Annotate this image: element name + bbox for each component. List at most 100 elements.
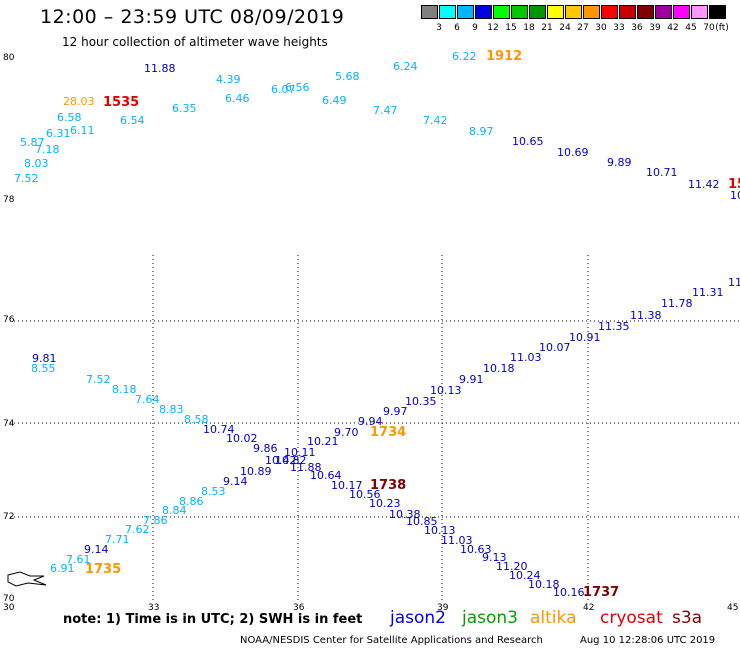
wave-height-value: 6.11 (70, 124, 95, 137)
wave-height-value: 6.49 (322, 94, 347, 107)
latitude-label: 76 (3, 315, 15, 325)
legend-jason3: jason3 (462, 608, 518, 628)
longitude-label: 30 (3, 603, 15, 613)
wave-height-value: 7.52 (14, 172, 39, 185)
pass-time-label: 1735 (85, 562, 121, 577)
wave-height-value: 5.68 (335, 70, 360, 83)
pass-time-label: 15 (728, 177, 740, 192)
wave-height-value: 8.18 (112, 383, 137, 396)
wave-height-value: 8.83 (159, 403, 184, 416)
wave-height-value: 10.91 (569, 331, 601, 344)
wave-height-value: 9.86 (253, 442, 278, 455)
wave-height-value: 10.23 (369, 497, 401, 510)
legend-swatch-label: 36 (631, 23, 643, 33)
wave-height-value: 7.42 (423, 114, 448, 127)
legend-swatch (529, 5, 546, 19)
legend-swatch-label: 24 (559, 23, 571, 33)
wave-height-value: 11.03 (510, 351, 542, 364)
legend-swatch-label: 6 (454, 23, 460, 33)
legend-s3a: s3a (672, 608, 703, 628)
legend-swatch (565, 5, 582, 19)
legend-swatch (475, 5, 492, 19)
wave-height-value: 7.61 (66, 553, 91, 566)
wave-height-value: 10.56 (349, 488, 381, 501)
wave-height-value: 7.62 (125, 523, 150, 536)
wave-height-value: 7.71 (105, 533, 130, 546)
legend-swatch-label: 45 (685, 23, 697, 33)
wave-height-value: 10.82 (275, 454, 307, 467)
wave-height-value: 10 (730, 189, 740, 202)
legend-swatch-label: 15 (505, 23, 517, 33)
legend-swatch-label: 33 (613, 23, 625, 33)
wave-height-value: 10.42 (265, 454, 297, 467)
wave-height-value: 11.03 (441, 534, 473, 547)
legend-swatch (421, 5, 438, 19)
wave-height-value: 9.81 (32, 352, 57, 365)
legend-swatch (601, 5, 618, 19)
legend-altika: altika (530, 608, 577, 628)
wave-height-value: 28.03 (63, 95, 95, 108)
legend-jason2: jason2 (390, 608, 446, 628)
latitude-label: 78 (3, 195, 15, 205)
legend-swatch (493, 5, 510, 19)
credit-line: NOAA/NESDIS Center for Satellite Applica… (240, 635, 543, 646)
wave-height-value: 11.78 (661, 297, 693, 310)
wave-height-value: 7.47 (373, 104, 398, 117)
wave-height-value: 8.55 (31, 362, 56, 375)
wave-height-value: 10.07 (539, 341, 571, 354)
legend-swatch (709, 5, 726, 19)
wave-height-value: 10.63 (460, 543, 492, 556)
wave-height-value: 9.14 (84, 543, 109, 556)
legend-swatch-label: 18 (523, 23, 535, 33)
footnote: note: 1) Time is in UTC; 2) SWH is in fe… (63, 612, 363, 627)
wave-height-value: 7.18 (35, 143, 60, 156)
wave-height-value: 10.18 (528, 578, 560, 591)
wave-height-value: 11.31 (692, 286, 724, 299)
latitude-label: 70 (3, 594, 15, 604)
wave-height-value: 8.86 (179, 495, 204, 508)
wave-height-value: 8.58 (184, 413, 209, 426)
wave-height-value: 6.31 (46, 127, 71, 140)
wave-height-value: 11.38 (630, 309, 662, 322)
wave-height-value: 9.89 (607, 156, 632, 169)
wave-height-value: 10.64 (310, 469, 342, 482)
legend-swatch (673, 5, 690, 19)
legend-swatch-label: 12 (487, 23, 499, 33)
wave-height-value: 10.02 (226, 432, 258, 445)
wave-height-value: 10.24 (509, 569, 541, 582)
longitude-label: 45 (727, 603, 738, 613)
wave-height-value: 6.54 (120, 114, 145, 127)
legend-swatch (691, 5, 708, 19)
wave-height-value: 10.21 (307, 435, 339, 448)
wave-height-value: 6.91 (50, 562, 75, 575)
pass-time-label: 1737 (583, 585, 619, 600)
map-title: 12:00 – 23:59 UTC 08/09/2019 (40, 6, 345, 28)
wave-height-value: 10.74 (203, 423, 235, 436)
wave-height-value: 6.58 (57, 111, 82, 124)
wave-height-value: 7.52 (86, 373, 111, 386)
wave-height-value: 10.13 (430, 384, 462, 397)
coastline (7, 571, 47, 587)
longitude-label: 33 (148, 603, 159, 613)
latitude-label: 80 (3, 53, 15, 63)
legend-swatch-label: 9 (472, 23, 478, 33)
wave-height-value: 9.91 (459, 373, 484, 386)
legend-swatch-label: 42 (667, 23, 679, 33)
legend-swatch-label: 27 (577, 23, 589, 33)
legend-swatch-label: 70 (703, 23, 715, 33)
wave-height-value: 5.87 (20, 136, 45, 149)
legend-swatch (457, 5, 474, 19)
wave-height-value: 9.70 (334, 426, 359, 439)
wave-height-value: 6.56 (285, 81, 310, 94)
legend-swatch (637, 5, 654, 19)
longitude-label: 42 (583, 603, 594, 613)
wave-height-value: 6.07 (271, 83, 296, 96)
wave-height-value: 11.88 (144, 62, 176, 75)
wave-height-value: 11.42 (688, 178, 720, 191)
legend-swatch (547, 5, 564, 19)
wave-height-value: 6.46 (225, 92, 250, 105)
wave-height-value: 10.13 (424, 524, 456, 537)
wave-height-value: 8.97 (469, 125, 494, 138)
wave-height-value: 11.35 (598, 320, 630, 333)
wave-height-value: 11.20 (496, 560, 528, 573)
